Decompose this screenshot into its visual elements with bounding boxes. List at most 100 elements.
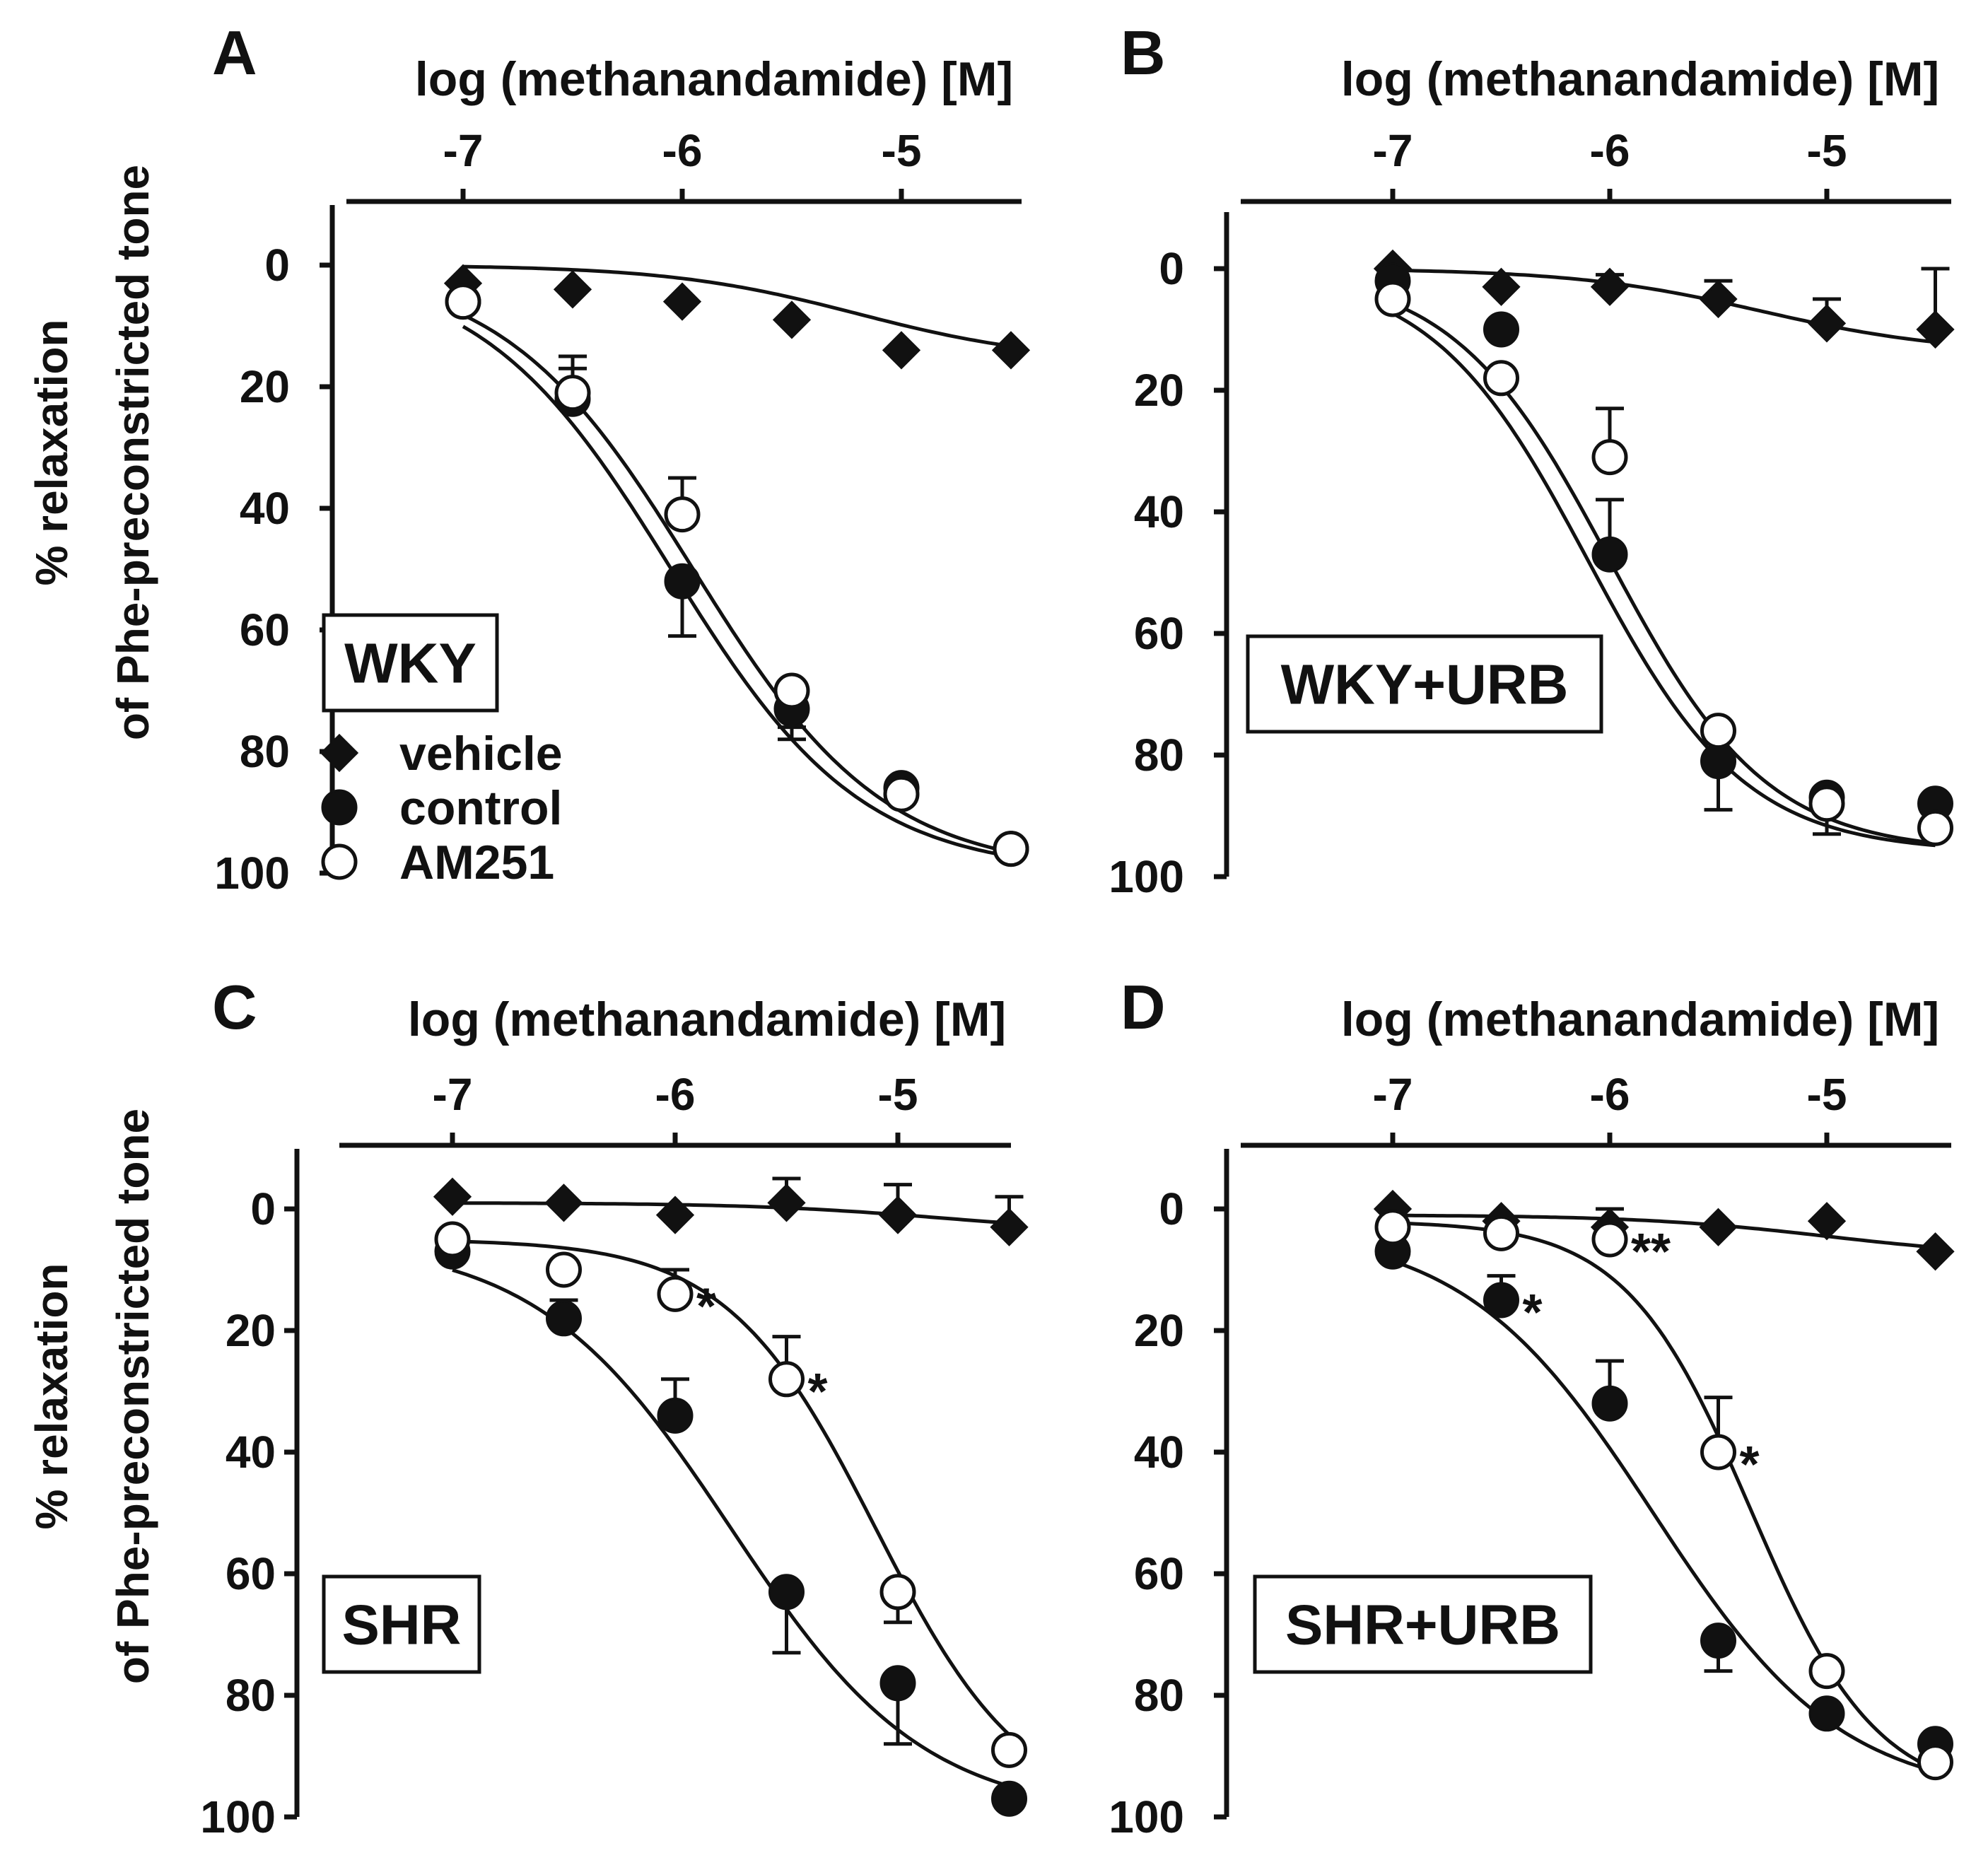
y-tick-label: 0 <box>1159 1183 1184 1234</box>
data-point-am251 <box>546 1251 582 1288</box>
significance-marker: * <box>808 1364 828 1420</box>
data-point-am251 <box>1374 281 1411 317</box>
data-point-am251 <box>1808 1653 1845 1690</box>
data-point-am251 <box>1483 360 1519 397</box>
data-point-control <box>991 1780 1027 1817</box>
y-axis-label-top: % relaxation of Phe-preconstricted tone <box>26 165 158 740</box>
y-tick-label: 80 <box>226 1670 276 1721</box>
data-point-control <box>879 1665 916 1702</box>
data-point-am251 <box>1700 1434 1736 1471</box>
data-point-vehicle <box>1482 267 1521 306</box>
y-axis-label-bottom: % relaxation of Phe-preconstricted tone <box>26 1109 158 1684</box>
x-tick-label: -7 <box>1373 1069 1413 1120</box>
y-axis-label-line-1: % relaxation <box>26 1263 77 1529</box>
data-point-am251 <box>434 1221 471 1258</box>
y-axis-label-line-1: % relaxation <box>26 319 77 585</box>
data-point-vehicle <box>991 331 1031 370</box>
x-tick-label: -5 <box>1807 1069 1847 1120</box>
legend-label: AM251 <box>399 836 554 889</box>
x-tick-label: -5 <box>882 125 922 176</box>
data-point-am251 <box>773 672 810 709</box>
y-tick-label: 60 <box>1134 608 1184 659</box>
x-tick-label: -7 <box>1373 125 1413 176</box>
data-point-am251 <box>657 1275 694 1312</box>
data-point-am251 <box>1591 1221 1628 1258</box>
y-tick-label: 40 <box>1134 486 1184 537</box>
significance-marker: * <box>1523 1285 1543 1341</box>
data-point-vehicle <box>767 1183 806 1222</box>
data-point-am251 <box>1591 439 1628 476</box>
x-tick-label: -6 <box>1590 125 1630 176</box>
fit-curve-am251 <box>462 313 1012 854</box>
data-point-vehicle <box>433 1177 472 1216</box>
data-point-vehicle <box>1807 1202 1847 1241</box>
data-point-control <box>664 563 701 600</box>
y-tick-label: 60 <box>1134 1548 1184 1599</box>
data-point-control <box>1591 536 1628 573</box>
fit-curve-vehicle <box>452 1201 1010 1225</box>
y-tick-label: 40 <box>1134 1427 1184 1478</box>
fit-curve-control <box>1391 312 1936 848</box>
y-axis-label-line-2: of Phe-preconstricted tone <box>107 165 158 740</box>
data-point-control <box>546 1300 582 1337</box>
data-point-am251 <box>1917 1744 1953 1781</box>
data-point-vehicle <box>882 331 921 370</box>
fit-curve-vehicle <box>1393 1213 1936 1249</box>
x-tick-label: -6 <box>655 1069 696 1120</box>
data-point-am251 <box>1808 785 1845 822</box>
data-point-am251 <box>883 776 920 812</box>
data-point-am251 <box>879 1574 916 1610</box>
x-tick-label: -5 <box>878 1069 918 1120</box>
legend-marker-vehicle <box>320 733 359 773</box>
fit-curve-control <box>1392 1259 1936 1774</box>
x-tick-label: -7 <box>443 125 484 176</box>
fit-curve-vehicle <box>462 264 1012 349</box>
data-point-vehicle <box>990 1208 1029 1246</box>
data-point-vehicle <box>772 300 812 339</box>
y-tick-label: 20 <box>226 1305 276 1356</box>
data-point-am251 <box>664 496 701 533</box>
data-point-am251 <box>1700 713 1736 749</box>
x-tick-label: -5 <box>1807 125 1847 176</box>
y-axis-label-line-2: of Phe-preconstricted tone <box>107 1109 158 1684</box>
fit-curve-am251 <box>1392 301 1936 846</box>
x-axis-title: log (methanandamide) [M] <box>1341 52 1939 106</box>
significance-marker: * <box>696 1278 716 1335</box>
data-point-control <box>768 1574 805 1610</box>
fit-curve-vehicle <box>1392 268 1936 344</box>
condition-box <box>322 1574 481 1674</box>
y-tick-label: 40 <box>226 1427 276 1478</box>
data-point-vehicle <box>1807 304 1847 343</box>
data-point-vehicle <box>1916 1232 1955 1271</box>
x-axis-title: log (methanandamide) [M] <box>1341 993 1939 1046</box>
data-point-am251 <box>1483 1215 1519 1251</box>
x-tick-label: -7 <box>433 1069 473 1120</box>
data-point-vehicle <box>1699 1208 1738 1246</box>
y-tick-label: 80 <box>240 726 290 777</box>
x-axis-title: log (methanandamide) [M] <box>408 993 1006 1046</box>
y-tick-label: 20 <box>240 361 290 412</box>
data-point-vehicle <box>553 270 592 309</box>
condition-box <box>1253 1574 1593 1674</box>
x-axis-title: log (methanandamide) [M] <box>415 52 1013 106</box>
significance-marker: ** <box>1631 1224 1671 1280</box>
data-point-am251 <box>1374 1209 1411 1246</box>
y-tick-label: 60 <box>226 1548 276 1599</box>
fit-curve-am251 <box>1392 1221 1936 1772</box>
significance-marker: * <box>1740 1437 1760 1493</box>
condition-label: WKY <box>344 632 476 695</box>
data-point-vehicle <box>1699 279 1738 319</box>
y-tick-label: 100 <box>1109 851 1184 902</box>
condition-box <box>322 613 499 713</box>
y-tick-label: 80 <box>1134 730 1184 781</box>
data-point-control <box>1700 1623 1736 1659</box>
y-tick-label: 100 <box>214 848 290 899</box>
data-point-vehicle <box>655 1195 695 1234</box>
y-tick-label: 0 <box>264 240 290 291</box>
condition-label: SHR+URB <box>1285 1594 1560 1656</box>
y-tick-label: 100 <box>200 1791 276 1842</box>
data-point-vehicle <box>662 282 702 321</box>
